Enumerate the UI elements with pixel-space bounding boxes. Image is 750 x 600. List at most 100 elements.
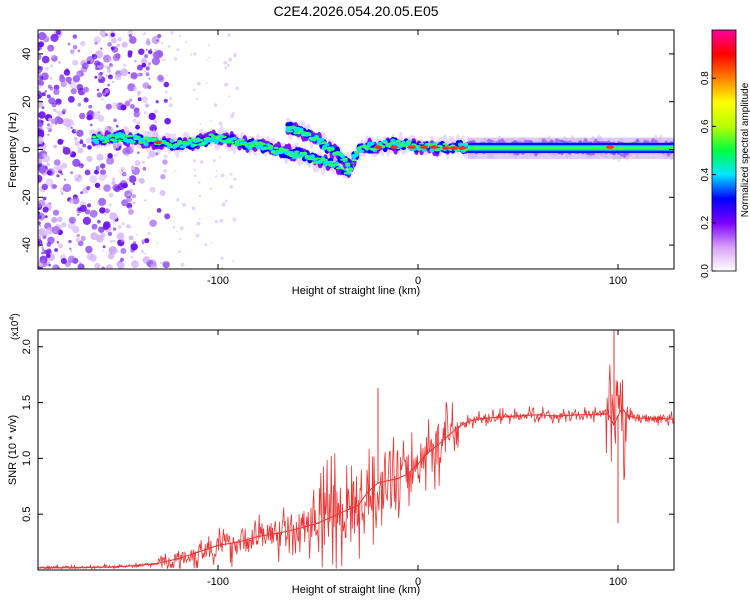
noise-dot-faint [224,82,229,87]
noise-dot [42,248,45,252]
noise-dot [105,103,112,110]
noise-dot-faint [176,230,178,233]
noise-dot [77,146,79,149]
branch-segment [298,129,304,133]
noise-dot [38,221,41,226]
noise-dot [72,59,79,66]
snr-data-point [597,413,599,416]
noise-dot-faint [229,185,233,189]
noise-dot [135,124,140,130]
noise-dot [97,219,101,224]
colorbar: 0.0 0.2 0.4 0.6 0.8 Normalized spectral ampl… [700,29,750,278]
noise-dot-faint [117,224,122,229]
noise-dot-faint [112,102,114,104]
noise-dot [48,117,52,122]
noise-dot [62,108,67,113]
noise-dot [144,238,150,244]
snr-data-point [447,435,449,437]
noise-dot [149,48,152,51]
noise-dot [112,80,115,84]
snr-marks [38,330,674,570]
noise-dot [73,136,78,141]
noise-dot [91,54,98,60]
branch-segment [324,143,330,147]
spectrogram-y-tick-label: -20 [21,189,33,205]
noise-dot [63,69,71,76]
snr-plot: 0.5 1.0 1.5 2.0 -100 0 100 Height of straight… [7,313,675,596]
noise-dot [44,232,48,236]
noise-dot [103,184,111,192]
noise-dot [159,190,166,196]
noise-dot [137,64,143,71]
noise-dot-faint [170,31,174,35]
noise-dot [145,48,148,51]
noise-dot-faint [133,260,137,264]
noise-dot-faint [163,58,166,61]
noise-dot [45,178,54,187]
ridge-segment [169,139,175,143]
noise-dot [110,46,115,51]
branch-segment [347,167,353,171]
ridge-segment [114,136,120,139]
noise-dot-faint [142,251,144,254]
noise-dot [53,108,57,112]
branch-segment [303,131,309,134]
branch-segment [329,148,335,151]
ridge-segment [185,142,191,145]
noise-dot [145,72,150,77]
ridge-segment [143,136,149,140]
noise-dot [58,243,63,249]
snr-data-point [613,423,615,426]
noise-dot-faint [123,172,126,176]
noise-dot [86,155,93,162]
noise-dot-faint [210,241,213,244]
noise-dot [47,236,55,244]
noise-dot-faint [143,32,147,35]
noise-dot [134,160,141,167]
ridge-segment [429,148,435,153]
ridge-segment [94,138,100,141]
spectrogram-x-axis: -100 0 100 [207,30,627,287]
noise-dot [41,92,46,97]
noise-dot [69,49,75,55]
ridge-segment [270,150,276,154]
noise-dot-faint [220,173,225,178]
noise-dot-faint [205,82,208,85]
noise-dot [42,36,50,43]
noise-dot-faint [156,77,159,81]
colorbar-tick-label: 0.0 [700,264,711,278]
noise-dot [104,94,107,97]
noise-dot [128,175,137,183]
noise-dot [60,258,67,264]
ridge-segment [99,135,105,139]
noise-dot-faint [163,168,168,173]
branch-segment [288,130,294,133]
noise-dot [61,162,68,169]
noise-dot [108,192,114,198]
noise-dot [75,237,81,243]
noise-dot [52,264,60,269]
noise-dot [76,233,80,238]
snr-data-point [477,418,479,421]
noise-dot [69,199,74,204]
noise-dot [85,245,93,254]
ridge-segment [229,141,235,144]
noise-dot-faint [113,153,117,157]
noise-dot-faint [212,159,216,163]
noise-dot [55,110,59,114]
noise-dot [130,243,138,251]
noise-dot [49,64,54,68]
noise-dot-faint [215,170,218,172]
colorbar-tick-label: 0.4 [700,167,711,181]
noise-dot [97,115,105,122]
snr-data-point [537,413,539,416]
noise-dot [111,37,117,44]
noise-dot [144,199,147,202]
noise-dot [116,232,125,240]
ridge-segment [250,145,256,148]
noise-dot [139,177,145,184]
noise-dot [53,159,61,166]
noise-dot-faint [111,181,115,185]
ridge-segment [231,136,237,141]
noise-dot [142,166,147,171]
